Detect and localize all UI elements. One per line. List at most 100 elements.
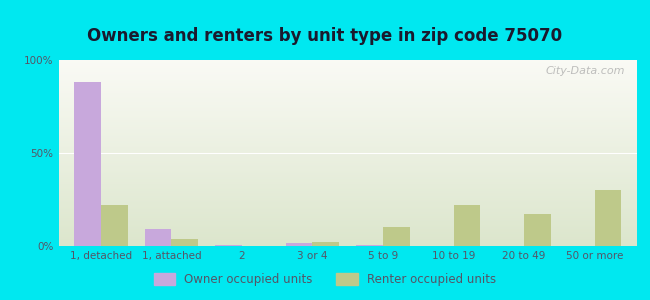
Bar (58, 151, 637, 152)
Bar (58, 160, 637, 161)
Bar (58, 195, 637, 196)
Bar (58, 204, 637, 205)
Bar (58, 207, 637, 208)
Bar (58, 78, 637, 79)
Bar (58, 236, 637, 237)
Bar (58, 165, 637, 166)
Bar (58, 245, 637, 246)
Bar (58, 138, 637, 139)
Bar (58, 120, 637, 122)
Bar (58, 232, 637, 233)
Bar (58, 241, 637, 242)
Bar (58, 233, 637, 234)
Bar (58, 158, 637, 159)
Bar (58, 64, 637, 66)
Bar (58, 185, 637, 187)
Bar (58, 86, 637, 87)
Bar (58, 230, 637, 231)
Bar (58, 160, 637, 161)
Bar (58, 83, 637, 84)
Bar (58, 210, 637, 211)
Bar (58, 178, 637, 179)
Bar (58, 215, 637, 216)
Bar (58, 171, 637, 172)
Bar (524, 214, 551, 246)
Bar (58, 74, 637, 75)
Bar (58, 80, 637, 81)
Bar (58, 180, 637, 181)
Bar (58, 135, 637, 136)
Bar (58, 127, 637, 128)
Bar (58, 238, 637, 239)
Bar (58, 156, 637, 157)
Bar (58, 196, 637, 197)
Bar (58, 107, 637, 108)
Bar (58, 124, 637, 125)
Bar (58, 192, 637, 193)
Bar (58, 96, 637, 97)
Bar (101, 205, 127, 246)
Bar (58, 214, 637, 215)
Bar (58, 139, 637, 140)
Bar (144, 229, 172, 246)
Bar (58, 189, 637, 190)
Bar (58, 105, 637, 106)
Bar (58, 174, 637, 175)
Text: Owners and renters by unit type in zip code 75070: Owners and renters by unit type in zip c… (88, 27, 562, 45)
Bar (58, 130, 637, 131)
Bar (58, 225, 637, 226)
Bar (58, 219, 637, 220)
Bar (58, 237, 637, 238)
Bar (58, 206, 637, 207)
Bar (58, 147, 637, 148)
Bar (58, 117, 637, 118)
Bar (58, 164, 637, 165)
Bar (58, 82, 637, 83)
Bar (58, 60, 637, 61)
Legend: Owner occupied units, Renter occupied units: Owner occupied units, Renter occupied un… (149, 268, 501, 291)
Bar (58, 183, 637, 184)
Bar (58, 100, 637, 101)
Bar (58, 62, 637, 63)
Bar (356, 245, 383, 246)
Bar (58, 205, 637, 206)
Bar (58, 144, 637, 145)
Bar (454, 205, 480, 246)
Bar (58, 89, 637, 90)
Bar (58, 198, 637, 199)
Bar (58, 216, 637, 217)
Bar (58, 179, 637, 180)
Bar (58, 141, 637, 142)
Bar (172, 238, 198, 246)
Bar (58, 103, 637, 104)
Bar (58, 184, 637, 185)
Bar (58, 154, 637, 155)
Bar (58, 132, 637, 133)
Bar (58, 123, 637, 124)
Bar (58, 193, 637, 194)
Bar (58, 228, 637, 229)
Bar (58, 181, 637, 182)
Bar (58, 211, 637, 212)
Bar (58, 226, 637, 227)
Bar (58, 133, 637, 134)
Bar (58, 94, 637, 95)
Bar (58, 68, 637, 69)
Bar (58, 111, 637, 112)
Bar (285, 243, 313, 246)
Bar (58, 122, 637, 123)
Bar (58, 234, 637, 235)
Bar (58, 227, 637, 228)
Bar (58, 176, 637, 177)
Bar (58, 128, 637, 129)
Bar (58, 155, 637, 156)
Bar (58, 242, 637, 243)
Bar (58, 76, 637, 77)
Bar (58, 197, 637, 198)
Text: City-Data.com: City-Data.com (546, 66, 625, 76)
Bar (58, 109, 637, 110)
Bar (58, 209, 637, 210)
Bar (58, 114, 637, 115)
Bar (58, 188, 637, 189)
Bar (58, 153, 637, 154)
